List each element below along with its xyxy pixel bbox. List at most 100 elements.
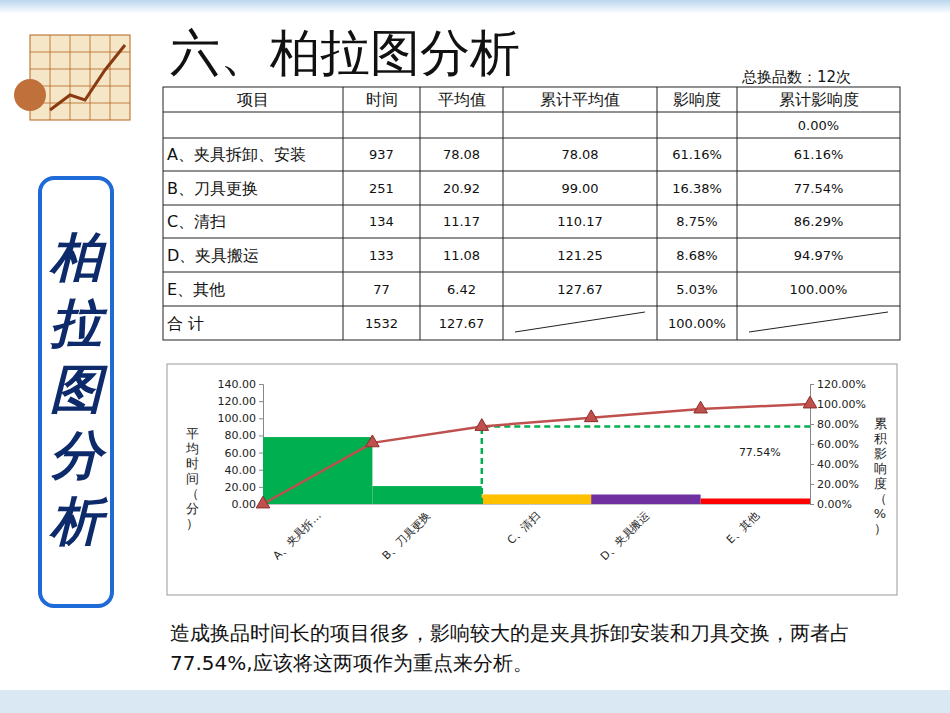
table-cell: 20.92 — [443, 181, 480, 196]
table-cell: 134 — [369, 214, 394, 229]
side-title: 柏拉图分析 — [49, 227, 109, 551]
tick: 100.00 — [218, 412, 264, 425]
table-cell: 平均值 — [438, 90, 486, 109]
category-label: E、其他 — [724, 509, 761, 546]
table-cell: 8.75% — [676, 214, 717, 229]
tick: 120.00 — [218, 395, 264, 408]
tick-label: 120.00% — [817, 378, 866, 391]
table-cell: 251 — [369, 181, 394, 196]
table-cell: 100.00% — [790, 282, 848, 297]
table-cell: 11.17 — [443, 214, 480, 229]
marker — [694, 401, 708, 413]
tick: 0.00% — [810, 498, 852, 511]
table: 项目时间平均值累计平均值影响度累计影响度0.00%A、夹具拆卸、安装93778.… — [163, 87, 900, 340]
tick-mark — [810, 384, 814, 385]
table-diagonal — [749, 312, 888, 332]
tick-mark — [259, 435, 263, 436]
tick-mark — [259, 418, 263, 419]
table-cell: 11.08 — [443, 248, 480, 263]
tick: 20.00% — [810, 478, 859, 491]
category-label: D、夹具搬运 — [598, 509, 652, 563]
table-rule — [163, 272, 900, 273]
logo — [14, 35, 130, 120]
table-rule — [163, 112, 900, 113]
axis-line — [259, 385, 264, 505]
table-cell: E、其他 — [167, 280, 225, 299]
bar — [482, 494, 591, 504]
bottom-band — [0, 690, 950, 713]
tick-label: 120.00 — [218, 395, 257, 408]
tick-mark — [259, 487, 263, 488]
table-cell: 61.16% — [672, 147, 722, 162]
tick: 40.00% — [810, 458, 859, 471]
table-rule — [420, 87, 421, 340]
table-cell: 累计影响度 — [779, 90, 859, 109]
bar — [701, 498, 810, 504]
tick-label: 20.00% — [817, 478, 859, 491]
tick-label: 60.00 — [225, 447, 257, 460]
table-cell: A、夹具拆卸、安装 — [167, 145, 306, 164]
table-frame — [163, 87, 900, 340]
tick-mark — [810, 444, 814, 445]
tick-mark — [810, 504, 814, 505]
tick-label: 100.00% — [817, 398, 866, 411]
marker — [803, 396, 817, 408]
table-cell: 8.68% — [676, 248, 717, 263]
tick-label: 80.00% — [817, 418, 859, 431]
table-cell: 77.54% — [794, 181, 844, 196]
table-cell: B、刀具更换 — [167, 179, 258, 198]
annotation: 77.54% — [739, 446, 781, 459]
tick: 80.00 — [225, 429, 264, 442]
tick-label: 80.00 — [225, 429, 257, 442]
table-cell: 合 计 — [167, 314, 204, 333]
tick-mark — [810, 424, 814, 425]
tick: 40.00 — [225, 464, 264, 477]
table-cell: 78.08 — [443, 147, 480, 162]
table-cell: 133 — [369, 248, 394, 263]
table-cell: 5.03% — [676, 282, 717, 297]
marker — [256, 496, 270, 508]
tick-label: 0.00% — [817, 498, 852, 511]
tick-label: 40.00 — [225, 464, 257, 477]
table-diagonal — [515, 312, 645, 332]
table-cell: 影响度 — [673, 90, 721, 109]
marker — [584, 410, 598, 422]
table-cell: 100.00% — [668, 316, 726, 331]
tick-label: 60.00% — [817, 438, 859, 451]
table-rule — [163, 238, 900, 239]
tick-mark — [259, 401, 263, 402]
bar — [372, 486, 481, 504]
y-axis: 0.00 20.00 40.00 60.00 80.00 100.00 120.00 140.… — [218, 378, 264, 511]
tick-label: 20.00 — [225, 481, 257, 494]
tick-mark — [810, 464, 814, 465]
tick: 140.00 — [218, 378, 264, 391]
table-cell: 6.42 — [447, 282, 476, 297]
table-cell: 121.25 — [557, 248, 603, 263]
tick-label: 100.00 — [218, 412, 257, 425]
table-cell: 16.38% — [672, 181, 722, 196]
table-cell: C、清扫 — [167, 212, 226, 231]
note: 总换品数：12次 — [741, 68, 851, 86]
tick-label: 140.00 — [218, 378, 257, 391]
table-cell: 86.29% — [794, 214, 844, 229]
caption: 造成换品时间长的项目很多，影响较大的是夹具拆卸安装和刀具交换，两者占77.54%… — [170, 618, 870, 678]
plot-area — [256, 396, 817, 508]
tick-mark — [259, 470, 263, 471]
table-cell: D、夹具搬运 — [167, 246, 259, 265]
slide: 六、柏拉图分析总换品数：12次柏拉图分析项目时间平均值累计平均值影响度累计影响度… — [0, 0, 950, 713]
tick-mark — [259, 384, 263, 385]
category-label: C、清扫 — [505, 509, 543, 547]
line — [263, 404, 810, 504]
tick: 100.00% — [810, 398, 866, 411]
reference-line — [482, 426, 810, 504]
table-cell: 61.16% — [794, 147, 844, 162]
tick-label: 0.00 — [232, 498, 257, 511]
table-cell: 77 — [373, 282, 390, 297]
table-rule — [657, 87, 658, 340]
table-cell: 项目 — [237, 90, 269, 109]
table-rule — [163, 306, 900, 307]
table-cell: 937 — [369, 147, 394, 162]
table-cell: 1532 — [365, 316, 398, 331]
table-rule — [163, 171, 900, 172]
side-panel — [40, 178, 112, 606]
